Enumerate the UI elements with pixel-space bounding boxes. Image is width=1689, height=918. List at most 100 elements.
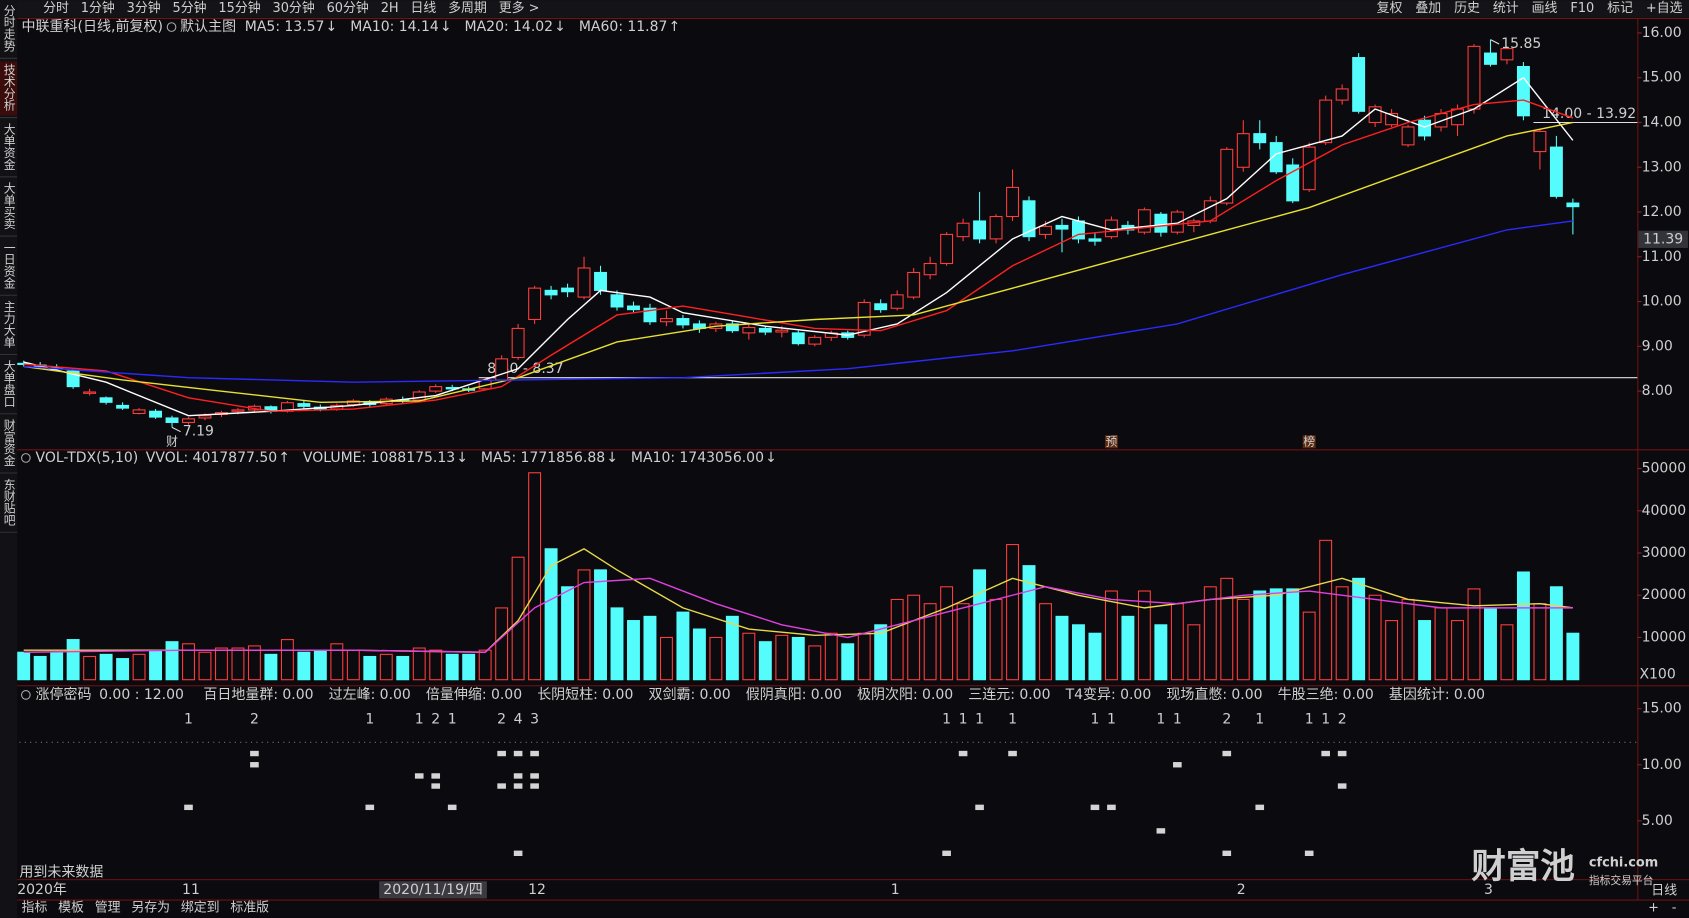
sidebar-tab[interactable]: 大单盘口	[2, 359, 16, 407]
sidebar-tab[interactable]: 大单买卖	[2, 182, 16, 231]
volume-bar	[659, 636, 673, 681]
y-tick-label: 40000	[1642, 503, 1687, 519]
toolbar-button[interactable]: 60分钟	[327, 0, 369, 16]
toolbar-button[interactable]: 历史	[1454, 1, 1480, 16]
signal-count: 2	[1338, 712, 1347, 728]
bottom-tab[interactable]: 指标	[22, 901, 48, 916]
candle-body	[83, 391, 97, 394]
toolbar-button[interactable]: 多周期	[448, 1, 487, 16]
signal-count: 1	[1008, 712, 1017, 728]
signal-mark	[1337, 750, 1347, 757]
bottom-tab[interactable]: 绑定到	[181, 901, 220, 916]
logo-site: cfchi.com	[1589, 855, 1658, 870]
volume-bar	[1335, 586, 1349, 681]
volume-bar	[264, 653, 278, 681]
signal-count: 1	[1305, 712, 1314, 728]
volume-bar	[627, 620, 640, 681]
volume-bar	[1170, 603, 1184, 681]
axis-unit: X100	[1639, 666, 1675, 682]
y-tick-label: 30000	[1642, 545, 1687, 561]
sidebar-tab[interactable]: 技术分析	[2, 64, 16, 112]
bottom-tab[interactable]: 模板	[58, 901, 84, 916]
period-label: 日线	[1651, 883, 1677, 898]
volume-bar	[1286, 588, 1300, 681]
volume-bar	[445, 653, 459, 681]
candle-body	[1549, 146, 1563, 197]
signal-count: 1	[365, 712, 374, 728]
candle-body	[66, 370, 80, 388]
volume-bar	[363, 655, 377, 681]
sidebar-tab[interactable]: 财富资金	[2, 419, 16, 467]
toolbar-button[interactable]: 更多 >	[499, 1, 540, 16]
volume-bar	[1055, 615, 1069, 681]
signal-mark	[1304, 850, 1314, 857]
indicator-value: 0.00	[380, 687, 411, 703]
toolbar-button[interactable]: 30分钟	[273, 0, 315, 16]
volume-bar	[231, 647, 245, 681]
signal-count: 1	[942, 712, 951, 728]
future-note: 用到未来数据	[19, 865, 103, 881]
toolbar-button[interactable]: +自选	[1646, 1, 1683, 16]
sidebar-tab[interactable]: 分时走势	[2, 4, 16, 51]
toolbar-button[interactable]: 标记	[1607, 1, 1633, 16]
candle-body	[149, 410, 163, 418]
indicator-name: 倍量伸缩:	[426, 687, 487, 703]
sidebar-tab[interactable]: 大单资金	[2, 122, 16, 170]
signal-mark	[1008, 750, 1017, 757]
zoom-button[interactable]: -	[1672, 901, 1677, 916]
candle-body	[577, 267, 591, 298]
candle-body	[1467, 45, 1481, 110]
signal-mark	[1255, 804, 1265, 811]
legend-value: 1771856.88	[521, 450, 606, 466]
y-tick-label: 10.00	[1642, 757, 1682, 773]
volume-bar	[1154, 624, 1168, 681]
toolbar-button[interactable]: 5分钟	[173, 0, 207, 16]
toolbar-button[interactable]: 3分钟	[127, 0, 161, 16]
legend-value: 14.14	[399, 19, 439, 35]
x-tick-label: 1	[891, 882, 900, 898]
toolbar-button[interactable]: 统计	[1493, 1, 1519, 16]
volume-bar	[907, 594, 921, 681]
sidebar-tab[interactable]: 一日资金	[2, 241, 16, 288]
legend-value: 13.57	[284, 19, 324, 35]
sidebar-tab[interactable]: 主力大单	[2, 300, 16, 349]
y-tick-label: 5.00	[1642, 813, 1673, 829]
legend-name: MA10:	[350, 19, 394, 35]
toolbar-button[interactable]: 1分钟	[81, 0, 115, 16]
volume-bar	[182, 643, 195, 681]
candle-body	[808, 336, 822, 345]
header-icon	[21, 453, 31, 463]
toolbar-button[interactable]: 分时	[43, 1, 69, 16]
signal-mark	[431, 783, 441, 789]
toolbar-button[interactable]: F10	[1570, 1, 1594, 16]
toolbar-button[interactable]: 2H	[381, 1, 399, 16]
volume-bar	[346, 649, 360, 681]
y-tick-label: 20000	[1642, 587, 1687, 603]
volume-ma-line	[23, 548, 1573, 653]
toolbar-button[interactable]: 15分钟	[218, 0, 260, 16]
volume-bar	[330, 643, 344, 681]
x-tick-label: 12	[528, 882, 546, 898]
candle-body	[973, 220, 987, 240]
volume-bar	[1236, 598, 1250, 681]
signal-count: 1	[448, 712, 457, 728]
sidebar-tab[interactable]: 东财贴吧	[2, 478, 16, 525]
volume-bar	[396, 655, 410, 681]
toolbar-button[interactable]: 复权	[1377, 0, 1403, 16]
toolbar-button[interactable]: 叠加	[1415, 1, 1441, 16]
zoom-button[interactable]: +	[1648, 901, 1659, 916]
volume-bar	[643, 615, 657, 681]
volume-bar	[99, 653, 113, 681]
bottom-tab[interactable]: 管理	[95, 901, 121, 916]
volume-bar	[1253, 590, 1267, 681]
bottom-tab[interactable]: 另存为	[131, 901, 170, 916]
indicator-name: 现场直憋:	[1166, 686, 1227, 703]
toolbar-button[interactable]: 画线	[1532, 1, 1558, 16]
legend-arrow: ↓	[606, 450, 618, 466]
bottom-tab[interactable]: 标准版	[230, 901, 269, 916]
volume-bar	[1022, 565, 1036, 681]
toolbar-button[interactable]: 日线	[410, 1, 436, 16]
volume-bar	[1434, 607, 1448, 681]
indicator-value: 0.00	[1231, 687, 1262, 703]
volume-bar	[1071, 624, 1085, 681]
